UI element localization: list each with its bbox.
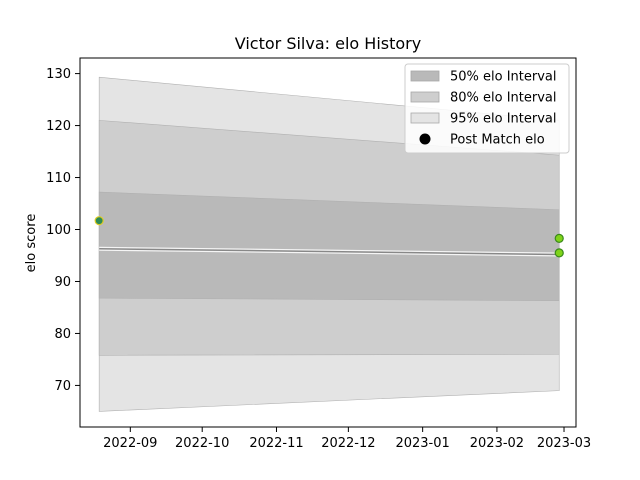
legend-box <box>404 63 570 154</box>
post-match-point <box>554 248 564 258</box>
post-match-point <box>554 233 564 243</box>
y-tick-label: 90 <box>54 275 71 290</box>
legend-label-point: Post Match elo <box>450 133 545 148</box>
x-tick-label: 2022-11 <box>249 436 303 451</box>
legend-swatch-point <box>419 133 431 145</box>
chart-title: Victor Silva: elo History <box>235 34 421 53</box>
interval-band-2 <box>98 191 560 302</box>
x-axis: 2022-09 2022-10 2022-11 2022-12 2023-01 2023-… <box>103 427 591 451</box>
y-tick-label: 130 <box>46 67 71 82</box>
mean-elo-line <box>99 246 560 257</box>
legend: 50% elo Interval 80% elo Interval 95% elo … <box>404 63 570 154</box>
legend-label-band: 80% elo Interval <box>450 91 557 106</box>
x-tick-label: 2023-03 <box>537 436 591 451</box>
legend-swatch-band <box>410 91 440 103</box>
mean-line <box>99 247 560 256</box>
legend-label-band: 50% elo Interval <box>450 70 557 85</box>
x-tick-label: 2022-12 <box>321 436 375 451</box>
plot-frame <box>79 57 577 428</box>
interval-bands <box>98 76 560 412</box>
y-axis: 70 80 90 100 110 120 130 <box>46 67 80 394</box>
y-tick-label: 70 <box>54 379 71 394</box>
y-tick-label: 100 <box>46 223 71 238</box>
post-match-points <box>94 216 564 258</box>
legend-swatch-band <box>410 70 440 82</box>
y-tick-label: 80 <box>54 327 71 342</box>
y-tick-label: 110 <box>46 171 71 186</box>
legend-swatch-band <box>410 112 440 124</box>
legend-label-band: 95% elo Interval <box>450 112 557 127</box>
x-tick-label: 2022-10 <box>175 436 229 451</box>
y-axis-label: elo score <box>24 214 39 273</box>
x-tick-label: 2023-01 <box>395 436 449 451</box>
x-tick-label: 2022-09 <box>103 436 157 451</box>
x-tick-label: 2023-02 <box>470 436 524 451</box>
y-tick-label: 120 <box>46 119 71 134</box>
post-match-point <box>94 216 104 226</box>
